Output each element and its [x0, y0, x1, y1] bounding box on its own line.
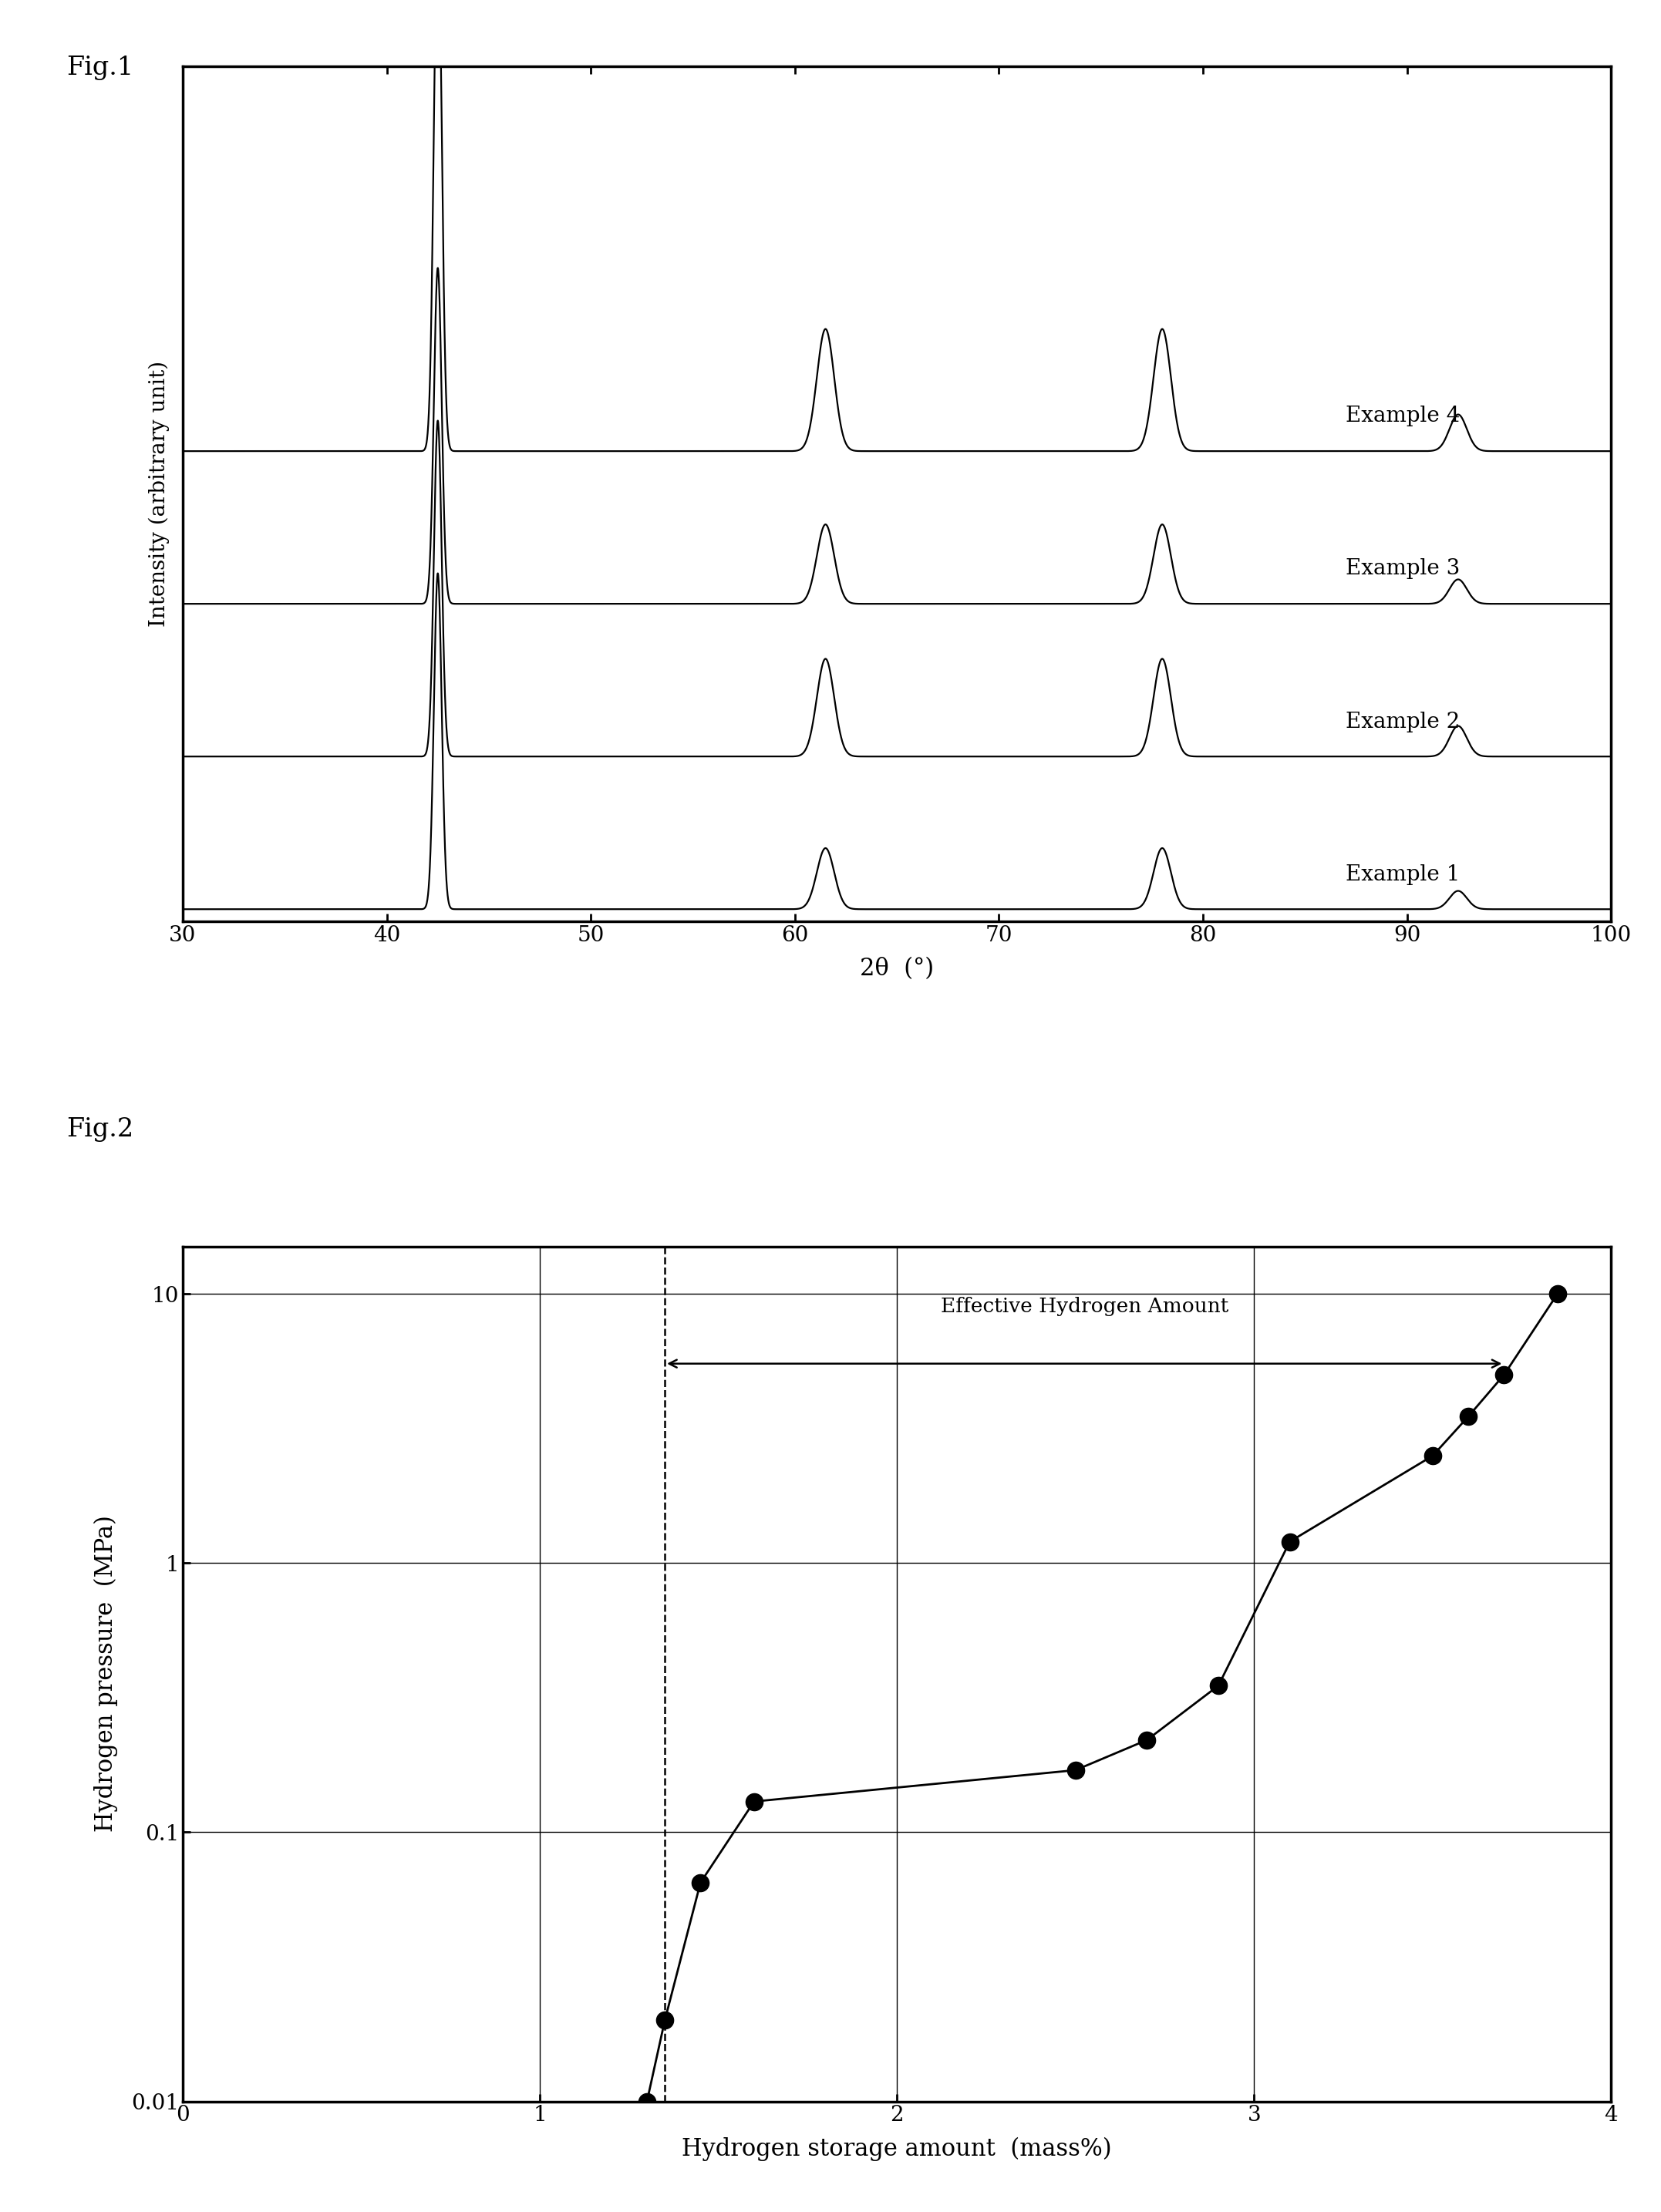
Y-axis label: Hydrogen pressure  (MPa): Hydrogen pressure (MPa): [95, 1515, 118, 1832]
Text: Effective Hydrogen Amount: Effective Hydrogen Amount: [940, 1296, 1229, 1316]
Text: Fig.2: Fig.2: [66, 1117, 133, 1141]
Text: Example 1: Example 1: [1345, 865, 1460, 885]
Y-axis label: Intensity (arbitrary unit): Intensity (arbitrary unit): [149, 361, 169, 626]
Text: Example 4: Example 4: [1345, 405, 1460, 427]
X-axis label: 2θ  (°): 2θ (°): [860, 958, 933, 980]
Text: Example 2: Example 2: [1345, 712, 1460, 732]
X-axis label: Hydrogen storage amount  (mass%): Hydrogen storage amount (mass%): [683, 2137, 1111, 2161]
Text: Fig.1: Fig.1: [66, 55, 133, 80]
Text: Example 3: Example 3: [1345, 560, 1460, 580]
